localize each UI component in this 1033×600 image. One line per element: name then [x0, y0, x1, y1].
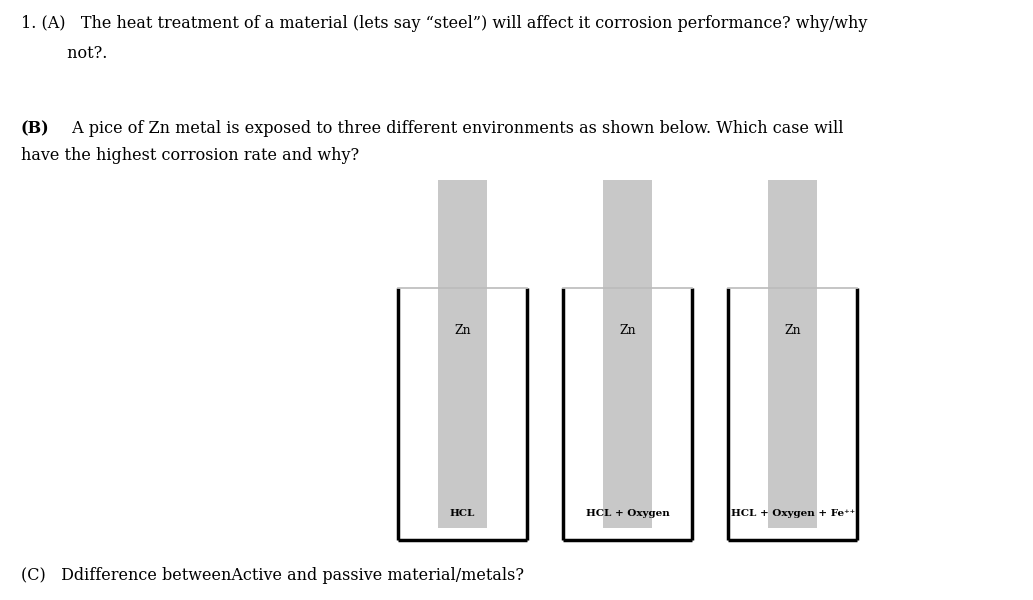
- Text: Zn: Zn: [619, 323, 636, 337]
- Text: (C)   Ddifference betweenActive and passive material/metals?: (C) Ddifference betweenActive and passiv…: [21, 567, 524, 584]
- Text: Zn: Zn: [784, 323, 802, 337]
- Bar: [438, 180, 487, 528]
- Text: HCL + Oxygen + Fe⁺⁺: HCL + Oxygen + Fe⁺⁺: [730, 508, 855, 517]
- Text: (B): (B): [21, 120, 50, 137]
- Bar: [603, 180, 652, 528]
- Bar: [769, 180, 817, 528]
- Text: HCL + Oxygen: HCL + Oxygen: [586, 508, 669, 517]
- Text: HCL: HCL: [449, 508, 475, 517]
- Text: Zn: Zn: [453, 323, 471, 337]
- Text: 1. (A)   The heat treatment of a material (lets say “steel”) will affect it corr: 1. (A) The heat treatment of a material …: [21, 15, 867, 32]
- Text: A pice of Zn metal is exposed to three different environments as shown below. Wh: A pice of Zn metal is exposed to three d…: [67, 120, 844, 137]
- Text: not?.: not?.: [21, 45, 107, 62]
- Text: have the highest corrosion rate and why?: have the highest corrosion rate and why?: [21, 147, 358, 164]
